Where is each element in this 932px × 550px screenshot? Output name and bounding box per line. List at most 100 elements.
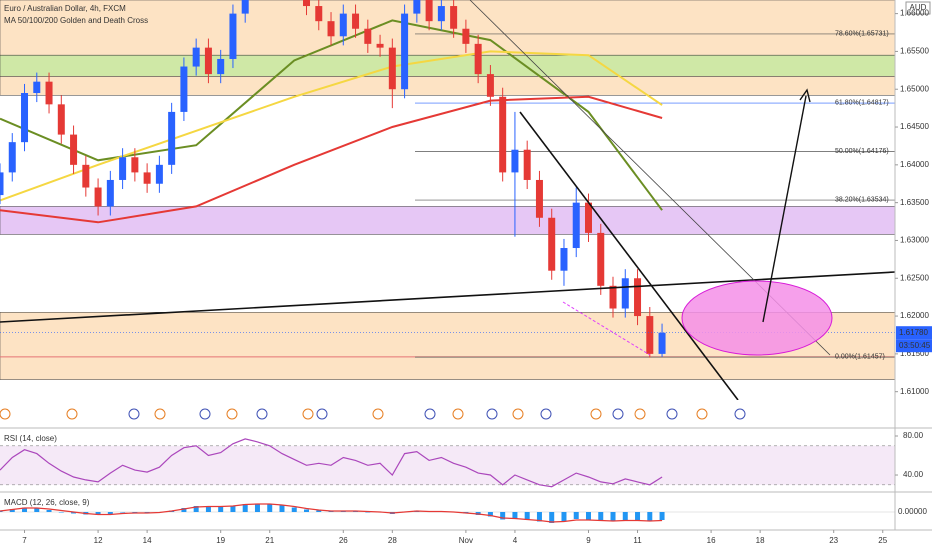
candle-body (303, 0, 311, 7)
event-icon (302, 408, 314, 420)
candle-body (413, 0, 421, 14)
macd-histogram-bar (524, 512, 530, 520)
y-tick-label: 1.64500 (900, 122, 929, 131)
candle-body (401, 13, 409, 90)
macd-histogram-bar (561, 512, 567, 522)
y-tick-label: 40.00 (903, 470, 924, 479)
event-icon (666, 408, 678, 420)
candle-body (339, 13, 347, 37)
event-icon (452, 408, 464, 420)
candle-body (621, 278, 629, 309)
y-tick-label: 1.62500 (900, 273, 929, 282)
macd-title: MACD (12, 26, close, 9) (4, 498, 90, 507)
candle-body (315, 6, 323, 22)
event-icon (128, 408, 140, 420)
x-tick-label: 28 (388, 536, 397, 545)
candle-body (119, 157, 127, 180)
x-tick-label: 23 (829, 536, 838, 545)
macd-histogram-bar (120, 512, 126, 513)
macd-histogram-bar (193, 506, 199, 512)
x-tick-label: 7 (22, 536, 27, 545)
price-zone (0, 76, 895, 96)
arrow (762, 95, 807, 323)
x-tick-label: 11 (633, 536, 642, 545)
rsi-band (0, 445, 895, 485)
macd-histogram-bar (304, 509, 310, 512)
macd-histogram-bar (536, 512, 542, 522)
macd-histogram-bar (71, 512, 77, 514)
event-icon (612, 408, 624, 420)
candle-body (327, 21, 335, 37)
fib-label: 0.00%(1.61457) (835, 353, 885, 360)
macd-histogram-bar (291, 507, 297, 512)
candle-body (474, 43, 482, 75)
x-tick-label: 12 (94, 536, 103, 545)
drawings (0, 0, 895, 400)
x-tick-label: 16 (707, 536, 716, 545)
candle-body (21, 93, 29, 143)
event-icon (316, 408, 328, 420)
trend-line (0, 271, 895, 323)
moving-average (0, 50, 663, 202)
macd-histogram-bar (242, 504, 248, 512)
price-zone (0, 0, 895, 56)
x-tick-label: 19 (216, 536, 225, 545)
macd-histogram-bar (598, 512, 604, 521)
target-ellipse (681, 280, 833, 356)
macd-histogram-bar (500, 512, 506, 520)
macd-histogram-bar (610, 512, 616, 522)
candle-body (462, 28, 470, 44)
countdown-tag (896, 339, 932, 353)
fib-label: 38.20%(1.63534) (835, 196, 889, 203)
macd-histogram-bar (647, 512, 653, 522)
y-tick-label: 1.62000 (900, 311, 929, 320)
y-tick-label: 80.00 (903, 431, 924, 440)
candle-body (486, 74, 494, 97)
candle-body (204, 47, 212, 75)
fib-label: 61.80%(1.64817) (835, 99, 889, 106)
macd-histogram-bar (549, 512, 555, 523)
candle-body (8, 142, 16, 173)
macd-histogram-bar (181, 508, 187, 512)
candle-body (94, 187, 102, 207)
event-icon (486, 408, 498, 420)
event-icon (199, 408, 211, 420)
candle-body (352, 13, 360, 29)
candle-body (180, 66, 188, 112)
candle-body (106, 179, 114, 207)
candle-body (450, 6, 458, 29)
macd-histogram-bar (107, 512, 113, 514)
candle-body (425, 0, 433, 22)
macd-histogram-bar (46, 510, 52, 512)
candle-body (168, 111, 176, 165)
event-icon (696, 408, 708, 420)
candle-body (437, 6, 445, 22)
divergence-line (562, 301, 651, 356)
currency-box (905, 1, 931, 15)
macd-histogram-bar (34, 508, 40, 512)
event-icon (226, 408, 238, 420)
macd-histogram-bar (205, 506, 211, 512)
event-icon (634, 408, 646, 420)
macd-histogram-bar (316, 510, 322, 512)
macd-histogram-bar (512, 512, 518, 519)
macd-histogram-bar (487, 512, 493, 517)
arrow-head (799, 88, 811, 103)
candle-body (131, 157, 139, 173)
y-tick-label: 1.63500 (900, 198, 929, 207)
events-row (0, 408, 746, 420)
countdown: 03:50:45 (899, 341, 931, 350)
event-icon (0, 408, 11, 420)
x-tick-label: 14 (143, 536, 152, 545)
macd-histogram-bar (9, 509, 15, 512)
macd-histogram-bar (585, 512, 591, 520)
rsi-line (0, 438, 663, 488)
event-icon (154, 408, 166, 420)
macd-signal-line (0, 503, 663, 523)
macd-histogram-bar (328, 511, 334, 512)
y-tick-label: 1.61000 (900, 387, 929, 396)
chart-subtitle: MA 50/100/200 Golden and Death Cross (4, 16, 148, 25)
event-icon (372, 408, 384, 420)
candle-body (609, 285, 617, 309)
candle-body (192, 47, 200, 67)
